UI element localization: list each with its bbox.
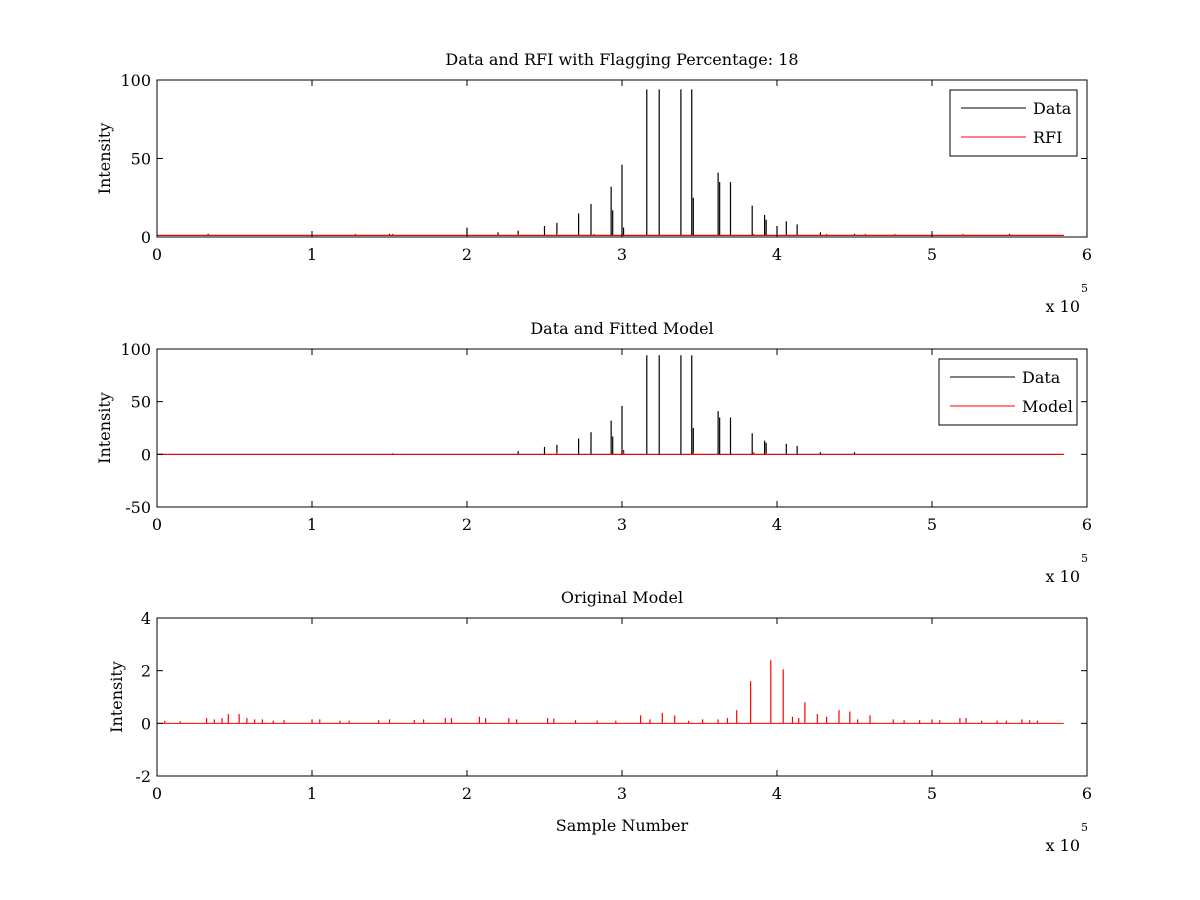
y-tick-label: -2 — [135, 767, 151, 786]
y-tick-label: 100 — [120, 340, 151, 359]
y-axis-label: Intensity — [107, 661, 126, 733]
x-tick-label: 0 — [152, 515, 162, 534]
subplot-1: 0 1 2 3 4 5 6 0 50 100 Data and RFI with Flagging … — [95, 50, 1092, 316]
x-tick-label: 4 — [772, 784, 782, 803]
x-tick-label: 1 — [307, 784, 317, 803]
x-multiplier-label: x 10 — [1046, 297, 1080, 316]
y-tick-label: 0 — [141, 228, 151, 247]
y-tick-label: 100 — [120, 71, 151, 90]
legend-label: Data — [1033, 99, 1072, 118]
x-multiplier-exponent: 5 — [1081, 821, 1088, 834]
x-multiplier-exponent: 5 — [1081, 282, 1088, 295]
y-axis-label: Intensity — [95, 392, 114, 464]
x-axis-label: Sample Number — [556, 816, 689, 835]
x-multiplier-label: x 10 — [1046, 567, 1080, 586]
x-tick-label: 1 — [307, 245, 317, 264]
x-multiplier-exponent: 5 — [1081, 552, 1088, 565]
x-tick-label: 0 — [152, 245, 162, 264]
y-tick-label: -50 — [125, 498, 151, 517]
y-tick-label: 4 — [141, 609, 151, 628]
series-model — [157, 451, 1064, 455]
x-tick-label: 4 — [772, 515, 782, 534]
legend-label: RFI — [1033, 128, 1062, 147]
x-tick-label: 3 — [617, 245, 627, 264]
legend-box — [949, 89, 1078, 157]
x-tick-label: 3 — [617, 784, 627, 803]
y-tick-label: 0 — [141, 714, 151, 733]
x-tick-label: 2 — [462, 515, 472, 534]
x-tick-label: 0 — [152, 784, 162, 803]
series-rfi — [157, 233, 1064, 236]
x-tick-label: 6 — [1082, 515, 1092, 534]
x-tick-label: 2 — [462, 245, 472, 264]
y-tick-label: 2 — [141, 662, 151, 681]
legend-label: Model — [1022, 397, 1073, 416]
y-axis-label: Intensity — [95, 123, 114, 195]
legend: Data Model — [938, 358, 1078, 426]
legend-box — [938, 358, 1078, 426]
x-tick-label: 2 — [462, 784, 472, 803]
x-tick-label: 5 — [927, 515, 937, 534]
legend-label: Data — [1022, 368, 1061, 387]
chart-title: Data and RFI with Flagging Percentage: 1… — [445, 50, 798, 69]
chart-title: Original Model — [561, 588, 683, 607]
y-tick-label: 50 — [131, 150, 151, 169]
y-tick-label: 0 — [141, 445, 151, 464]
axes-box — [156, 617, 1088, 777]
x-tick-label: 3 — [617, 515, 627, 534]
x-tick-label: 5 — [927, 245, 937, 264]
y-tick-label: 50 — [131, 393, 151, 412]
x-tick-label: 6 — [1082, 245, 1092, 264]
series-model — [157, 660, 1064, 724]
x-tick-label: 1 — [307, 515, 317, 534]
chart-title: Data and Fitted Model — [530, 319, 713, 338]
x-tick-label: 5 — [927, 784, 937, 803]
x-multiplier-label: x 10 — [1046, 836, 1080, 855]
x-tick-label: 6 — [1082, 784, 1092, 803]
legend: Data RFI — [949, 89, 1078, 157]
x-tick-label: 4 — [772, 245, 782, 264]
